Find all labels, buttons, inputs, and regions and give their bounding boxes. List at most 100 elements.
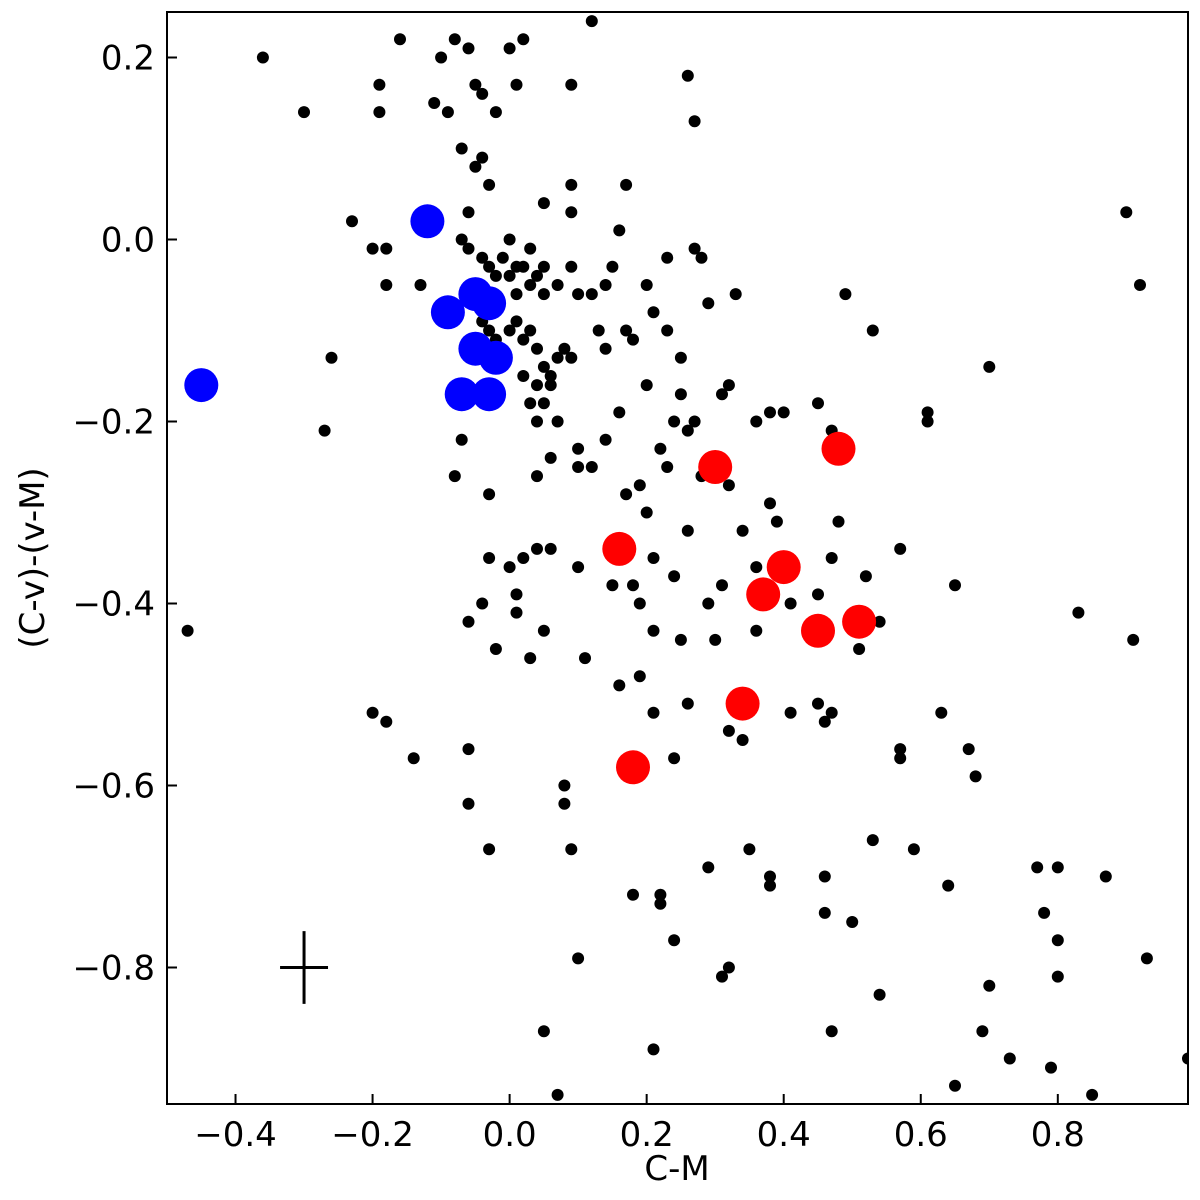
data-point — [729, 288, 742, 301]
data-point — [483, 843, 496, 856]
data-point — [572, 461, 585, 473]
data-point — [478, 340, 513, 375]
data-point — [592, 324, 605, 337]
x-tick-label: 0.0 — [483, 1115, 537, 1155]
data-point — [620, 178, 633, 191]
data-point — [483, 260, 496, 273]
data-point — [627, 333, 639, 346]
data-point — [633, 597, 646, 610]
data-point — [1086, 1088, 1099, 1101]
data-point — [558, 797, 571, 810]
data-point — [801, 613, 835, 648]
data-point — [935, 706, 948, 719]
data-point — [462, 743, 475, 756]
data-point — [736, 734, 749, 746]
data-point — [483, 178, 496, 191]
data-point — [674, 388, 687, 401]
data-point — [825, 1025, 838, 1038]
data-point — [668, 570, 681, 583]
x-axis-ticks: −0.4 −0.2 0.0 0.2 0.4 0.6 0.8 — [194, 1094, 1085, 1155]
data-point — [640, 379, 653, 392]
data-point — [565, 178, 578, 191]
data-point — [716, 970, 728, 983]
data-point — [654, 442, 667, 455]
data-point — [544, 370, 557, 382]
data-point — [818, 870, 831, 883]
data-point — [565, 260, 578, 273]
data-point — [510, 315, 523, 328]
data-point — [983, 360, 996, 373]
data-point — [1140, 952, 1153, 965]
data-point — [366, 706, 379, 719]
data-point — [746, 577, 781, 612]
data-point — [462, 42, 475, 55]
data-point — [1134, 279, 1146, 291]
data-point — [585, 15, 598, 28]
data-point — [1038, 906, 1051, 919]
data-point — [866, 834, 879, 847]
x-tick-label: −0.4 — [194, 1115, 277, 1155]
data-point — [722, 724, 735, 737]
data-point — [661, 251, 674, 264]
data-point — [483, 552, 496, 564]
data-point — [750, 415, 763, 428]
data-point — [969, 770, 982, 783]
data-point — [661, 461, 674, 473]
data-points — [181, 15, 1188, 1101]
data-point — [366, 242, 379, 255]
data-point — [572, 561, 585, 574]
data-point — [455, 142, 468, 155]
y-tick-label: 0.2 — [101, 39, 155, 79]
data-point — [839, 288, 852, 301]
data-point — [394, 33, 406, 46]
data-point — [428, 97, 441, 109]
data-point — [921, 415, 934, 428]
x-tick-label: 0.2 — [620, 1115, 674, 1155]
data-point — [430, 295, 465, 330]
data-point — [414, 279, 427, 291]
data-point — [640, 506, 653, 519]
y-tick-label: −0.8 — [72, 949, 155, 989]
data-point — [510, 288, 523, 301]
data-point — [544, 451, 557, 464]
data-point — [894, 542, 907, 555]
data-point — [325, 351, 338, 364]
data-point — [551, 279, 564, 291]
data-point — [627, 579, 639, 592]
data-point — [537, 260, 550, 273]
data-point — [942, 879, 955, 892]
data-point — [812, 697, 824, 710]
data-point — [859, 570, 872, 583]
data-point — [702, 297, 715, 310]
data-point — [616, 750, 650, 785]
data-point — [524, 324, 537, 337]
data-point — [517, 260, 530, 273]
data-point — [551, 351, 564, 364]
x-tick-label: 0.4 — [757, 1115, 811, 1155]
data-point — [627, 888, 639, 901]
data-point — [489, 269, 502, 282]
data-point — [825, 706, 838, 719]
data-point — [661, 324, 674, 337]
data-point — [647, 552, 660, 564]
y-tick-label: −0.2 — [72, 403, 155, 443]
data-point — [654, 888, 667, 901]
data-point — [702, 597, 715, 610]
data-point — [832, 515, 845, 528]
data-point — [743, 843, 756, 856]
x-tick-label: 0.8 — [1031, 1115, 1085, 1155]
data-point — [544, 379, 557, 392]
data-point — [907, 843, 920, 856]
data-point — [483, 488, 496, 501]
data-point — [716, 388, 728, 401]
data-point — [764, 870, 776, 883]
data-point — [503, 233, 516, 246]
y-axis-ticks: 0.2 0.0 −0.2 −0.4 −0.6 −0.8 — [72, 39, 177, 989]
data-point — [750, 561, 763, 574]
data-point — [537, 197, 550, 210]
data-point — [702, 861, 715, 874]
data-point — [524, 397, 537, 410]
data-point — [503, 269, 516, 282]
